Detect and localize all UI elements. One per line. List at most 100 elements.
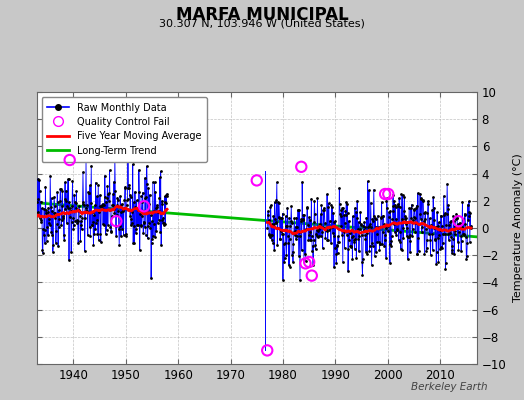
Point: [454, 221, 462, 227]
Point: [118, 225, 126, 232]
Point: [150, 208, 158, 214]
Point: [280, 241, 288, 247]
Point: [376, 240, 385, 247]
Point: [393, 226, 401, 233]
Point: [438, 222, 446, 229]
Point: [452, 216, 460, 223]
Point: [159, 214, 168, 221]
Point: [320, 204, 328, 211]
Point: [41, 209, 50, 216]
Point: [264, 216, 272, 223]
Point: [399, 235, 408, 241]
Point: [154, 220, 162, 226]
Point: [163, 193, 171, 199]
Point: [290, 231, 299, 238]
Point: [280, 255, 289, 261]
Point: [301, 251, 309, 257]
Point: [382, 254, 390, 261]
Point: [374, 212, 382, 219]
Point: [125, 182, 133, 188]
Point: [370, 213, 378, 219]
Point: [268, 231, 277, 238]
Point: [369, 186, 378, 193]
Point: [159, 220, 167, 226]
Point: [104, 191, 113, 197]
Point: [440, 193, 448, 199]
Point: [348, 226, 356, 233]
Point: [59, 213, 68, 220]
Point: [397, 191, 406, 198]
Point: [425, 215, 434, 222]
Point: [319, 207, 328, 214]
Point: [445, 237, 453, 244]
Point: [311, 242, 320, 248]
Point: [387, 238, 395, 244]
Point: [388, 208, 397, 215]
Point: [363, 230, 371, 236]
Point: [376, 241, 384, 247]
Point: [436, 212, 445, 219]
Point: [104, 198, 113, 204]
Point: [136, 247, 144, 253]
Point: [138, 189, 147, 196]
Point: [392, 226, 401, 232]
Point: [36, 198, 45, 205]
Point: [347, 233, 356, 240]
Point: [123, 196, 132, 203]
Point: [385, 214, 393, 220]
Point: [332, 242, 341, 248]
Point: [120, 196, 128, 203]
Point: [305, 229, 314, 235]
Point: [139, 230, 147, 236]
Point: [121, 184, 129, 191]
Point: [407, 215, 416, 221]
Point: [280, 259, 288, 265]
Point: [34, 208, 42, 215]
Point: [152, 202, 161, 208]
Point: [267, 236, 276, 243]
Point: [66, 214, 74, 220]
Point: [453, 215, 461, 221]
Point: [289, 241, 298, 247]
Point: [63, 176, 72, 183]
Point: [282, 223, 290, 230]
Point: [363, 251, 372, 258]
Point: [367, 223, 375, 230]
Point: [367, 262, 376, 268]
Point: [359, 226, 368, 233]
Point: [443, 181, 451, 187]
Point: [401, 213, 409, 220]
Point: [329, 210, 337, 216]
Point: [331, 245, 339, 251]
Point: [64, 176, 73, 182]
Point: [400, 194, 409, 200]
Point: [266, 234, 274, 240]
Point: [97, 202, 105, 209]
Point: [346, 244, 355, 250]
Point: [136, 222, 145, 229]
Point: [60, 196, 69, 202]
Point: [461, 221, 470, 227]
Point: [407, 205, 415, 211]
Point: [116, 202, 125, 208]
Point: [149, 179, 157, 186]
Point: [433, 209, 441, 216]
Point: [461, 210, 469, 217]
Point: [430, 225, 438, 231]
Point: [288, 252, 296, 258]
Point: [419, 198, 427, 204]
Point: [329, 230, 337, 236]
Point: [117, 201, 126, 207]
Point: [127, 222, 135, 228]
Point: [153, 204, 161, 210]
Point: [132, 230, 140, 236]
Point: [322, 224, 330, 231]
Point: [369, 243, 377, 250]
Point: [444, 202, 453, 209]
Point: [462, 234, 470, 240]
Point: [465, 212, 474, 219]
Point: [84, 190, 93, 196]
Point: [402, 215, 410, 222]
Point: [308, 272, 316, 279]
Point: [386, 260, 394, 266]
